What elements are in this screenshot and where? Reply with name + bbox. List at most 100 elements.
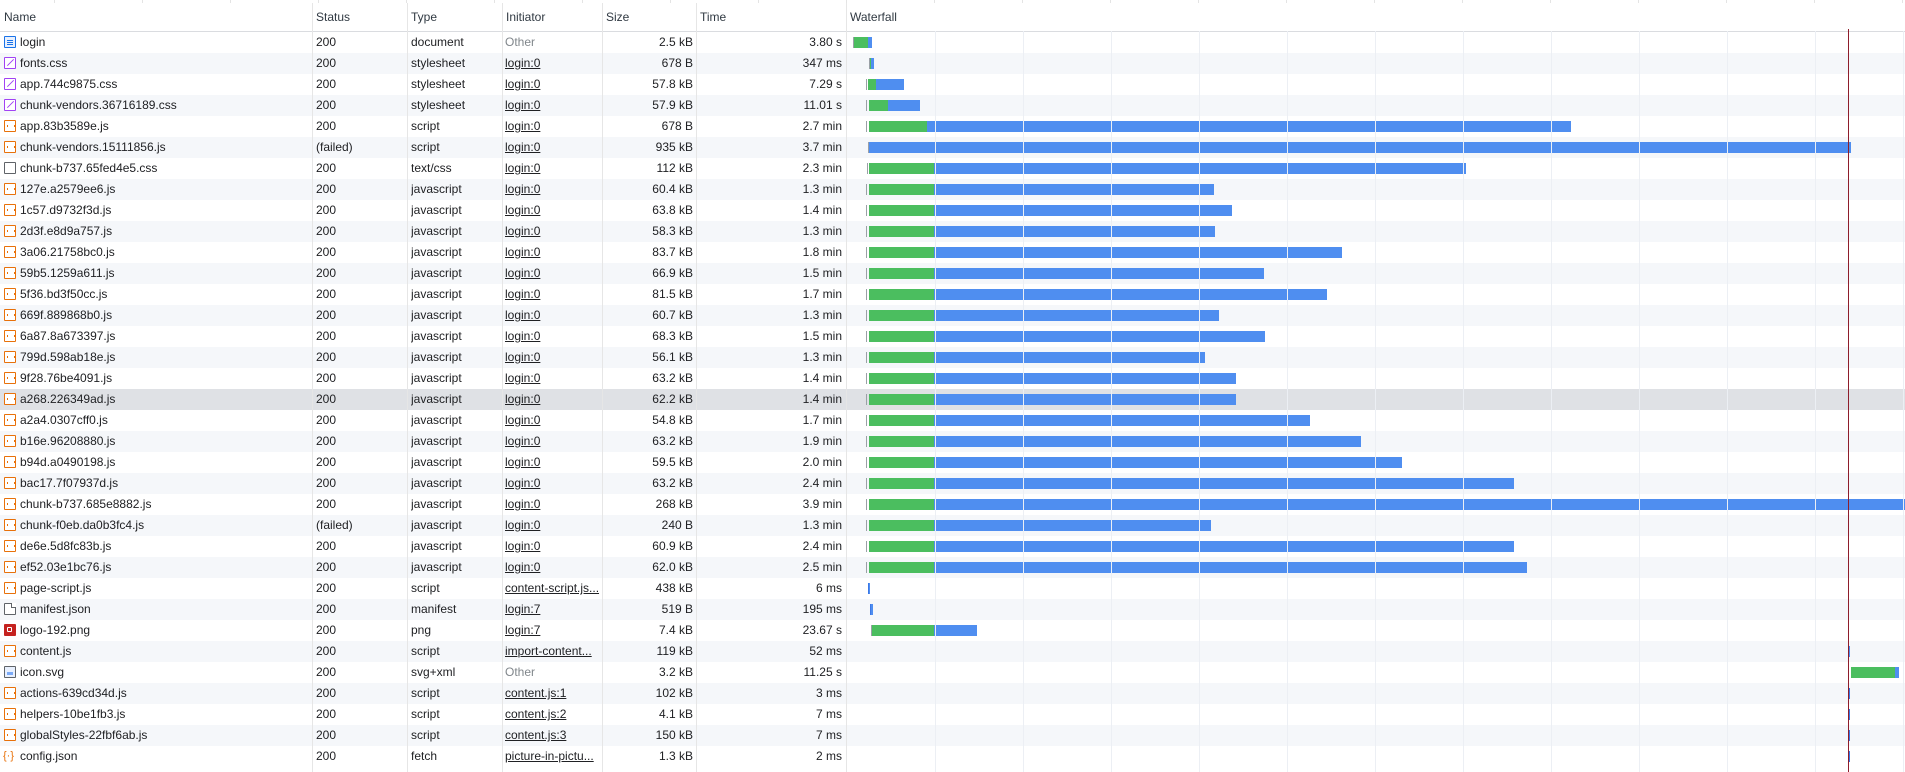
request-row[interactable]: de6e.5d8fc83b.js 200 javascript login:0 60.9… — [0, 536, 1905, 557]
request-initiator[interactable]: login:0 — [505, 329, 541, 343]
column-header-waterfall[interactable]: Waterfall — [850, 10, 897, 24]
column-header-type[interactable]: Type — [411, 10, 438, 24]
request-initiator[interactable]: content-script.js... — [505, 581, 600, 595]
request-row[interactable]: b94d.a0490198.js 200 javascript login:0 59.5… — [0, 452, 1905, 473]
request-row[interactable]: 6a87.8a673397.js 200 javascript login:0 68.3… — [0, 326, 1905, 347]
request-name: fonts.css — [20, 56, 68, 70]
request-name: manifest.json — [20, 602, 91, 616]
request-initiator[interactable]: login:0 — [505, 140, 541, 154]
request-initiator[interactable]: login:0 — [505, 224, 541, 238]
request-row[interactable]: 669f.889868b0.js 200 javascript login:0 60.7… — [0, 305, 1905, 326]
request-initiator[interactable]: login:0 — [505, 203, 541, 217]
request-row[interactable]: page-script.js 200 script content-script.js… — [0, 578, 1905, 599]
request-type: javascript — [411, 518, 462, 532]
waterfall-download-bar — [934, 226, 1215, 237]
request-row[interactable]: 59b5.1259a611.js 200 javascript login:0 66.9… — [0, 263, 1905, 284]
column-header-time[interactable]: Time — [700, 10, 727, 24]
column-divider[interactable] — [696, 3, 697, 772]
request-initiator[interactable]: login:0 — [505, 518, 541, 532]
waterfall-gridline — [1903, 31, 1904, 772]
request-initiator[interactable]: content.js:2 — [505, 707, 567, 721]
request-row[interactable]: fonts.css 200 stylesheet login:0 678 B 347 ms — [0, 53, 1905, 74]
column-divider[interactable] — [846, 3, 847, 772]
request-name: de6e.5d8fc83b.js — [20, 539, 112, 553]
request-initiator[interactable]: content.js:3 — [505, 728, 567, 742]
request-row[interactable]: a2a4.0307cff0.js 200 javascript login:0 54.8… — [0, 410, 1905, 431]
request-initiator[interactable]: login:0 — [505, 245, 541, 259]
request-initiator[interactable]: content.js:1 — [505, 686, 567, 700]
request-row[interactable]: 799d.598ab18e.js 200 javascript login:0 56.1… — [0, 347, 1905, 368]
request-row[interactable]: b16e.96208880.js 200 javascript login:0 63.2… — [0, 431, 1905, 452]
request-initiator[interactable]: login:0 — [505, 476, 541, 490]
request-initiator[interactable]: login:0 — [505, 350, 541, 364]
waterfall-queue-tick — [866, 79, 867, 90]
request-row[interactable]: 127e.a2579ee6.js 200 javascript login:0 60.4… — [0, 179, 1905, 200]
request-type: script — [411, 728, 440, 742]
request-initiator[interactable]: login:0 — [505, 266, 541, 280]
request-name: ef52.03e1bc76.js — [20, 560, 112, 574]
request-size: 68.3 kB — [652, 329, 693, 343]
column-divider[interactable] — [407, 3, 408, 772]
request-initiator[interactable]: login:7 — [505, 602, 541, 616]
request-row[interactable]: 9f28.76be4091.js 200 javascript login:0 63.2… — [0, 368, 1905, 389]
request-row[interactable]: {·} config.json 200 fetch picture-in-pictu..… — [0, 746, 1905, 767]
request-initiator[interactable]: login:0 — [505, 308, 541, 322]
request-initiator[interactable]: login:0 — [505, 77, 541, 91]
request-initiator[interactable]: picture-in-pictu... — [505, 749, 594, 763]
column-divider[interactable] — [502, 3, 503, 772]
request-type: javascript — [411, 350, 462, 364]
request-row[interactable]: 2d3f.e8d9a757.js 200 javascript login:0 58.3… — [0, 221, 1905, 242]
request-size: 57.9 kB — [652, 98, 693, 112]
request-row[interactable]: chunk-b737.685e8882.js 200 javascript login… — [0, 494, 1905, 515]
request-row[interactable]: manifest.json 200 manifest login:7 519 B 195 … — [0, 599, 1905, 620]
request-row[interactable]: app.83b3589e.js 200 script login:0 678 B 2.7 … — [0, 116, 1905, 137]
request-initiator[interactable]: login:0 — [505, 119, 541, 133]
request-row[interactable]: login 200 document Other 2.5 kB 3.80 s — [0, 32, 1905, 53]
request-initiator[interactable]: login:0 — [505, 392, 541, 406]
request-initiator[interactable]: login:0 — [505, 434, 541, 448]
request-row[interactable]: chunk-b737.65fed4e5.css 200 text/css login:… — [0, 158, 1905, 179]
request-row[interactable]: 3a06.21758bc0.js 200 javascript login:0 83.7… — [0, 242, 1905, 263]
request-initiator[interactable]: import-content... — [505, 644, 592, 658]
request-size: 63.8 kB — [652, 203, 693, 217]
request-row[interactable]: icon.svg 200 svg+xml Other 3.2 kB 11.25 s — [0, 662, 1905, 683]
column-header-name[interactable]: Name — [4, 10, 37, 24]
request-initiator[interactable]: login:0 — [505, 56, 541, 70]
request-initiator[interactable]: login:0 — [505, 455, 541, 469]
request-initiator[interactable]: login:0 — [505, 539, 541, 553]
request-row[interactable]: 5f36.bd3f50cc.js 200 javascript login:0 81.5… — [0, 284, 1905, 305]
request-row[interactable]: bac17.7f07937d.js 200 javascript login:0 63.… — [0, 473, 1905, 494]
request-row[interactable]: ef52.03e1bc76.js 200 javascript login:0 62.0… — [0, 557, 1905, 578]
column-divider[interactable] — [312, 3, 313, 772]
request-row[interactable]: logo-192.png 200 png login:7 7.4 kB 23.67 s — [0, 620, 1905, 641]
request-row[interactable]: helpers-10be1fb3.js 200 script content.js:2… — [0, 704, 1905, 725]
request-initiator[interactable]: login:0 — [505, 371, 541, 385]
request-row[interactable]: a268.226349ad.js 200 javascript login:0 62.2… — [0, 389, 1905, 410]
request-row[interactable]: actions-639cd34d.js 200 script content.js:1… — [0, 683, 1905, 704]
request-initiator[interactable]: login:7 — [505, 623, 541, 637]
request-initiator[interactable]: login:0 — [505, 413, 541, 427]
request-initiator[interactable]: login:0 — [505, 287, 541, 301]
request-initiator[interactable]: login:0 — [505, 182, 541, 196]
request-row[interactable]: 1c57.d9732f3d.js 200 javascript login:0 63.8… — [0, 200, 1905, 221]
request-type: script — [411, 140, 440, 154]
request-status: 200 — [316, 749, 337, 763]
request-status: 200 — [316, 245, 337, 259]
request-row[interactable]: content.js 200 script import-content... 119 … — [0, 641, 1905, 662]
request-row[interactable]: app.744c9875.css 200 stylesheet login:0 57.8… — [0, 74, 1905, 95]
request-row[interactable]: chunk-vendors.15111856.js (failed) script l… — [0, 137, 1905, 158]
request-row[interactable]: globalStyles-22fbf6ab.js 200 script content… — [0, 725, 1905, 746]
waterfall-download-bar — [888, 100, 920, 111]
waterfall-waiting-bar — [869, 163, 934, 174]
request-initiator[interactable]: login:0 — [505, 161, 541, 175]
column-header-initiator[interactable]: Initiator — [506, 10, 546, 24]
request-row[interactable]: chunk-f0eb.da0b3fc4.js (failed) javascript… — [0, 515, 1905, 536]
column-header-size[interactable]: Size — [606, 10, 630, 24]
request-initiator[interactable]: login:0 — [505, 560, 541, 574]
column-header-status[interactable]: Status — [316, 10, 351, 24]
request-initiator[interactable]: login:0 — [505, 98, 541, 112]
request-type: stylesheet — [411, 77, 466, 91]
request-initiator[interactable]: login:0 — [505, 497, 541, 511]
request-row[interactable]: chunk-vendors.36716189.css 200 stylesheet l… — [0, 95, 1905, 116]
column-divider[interactable] — [602, 3, 603, 772]
